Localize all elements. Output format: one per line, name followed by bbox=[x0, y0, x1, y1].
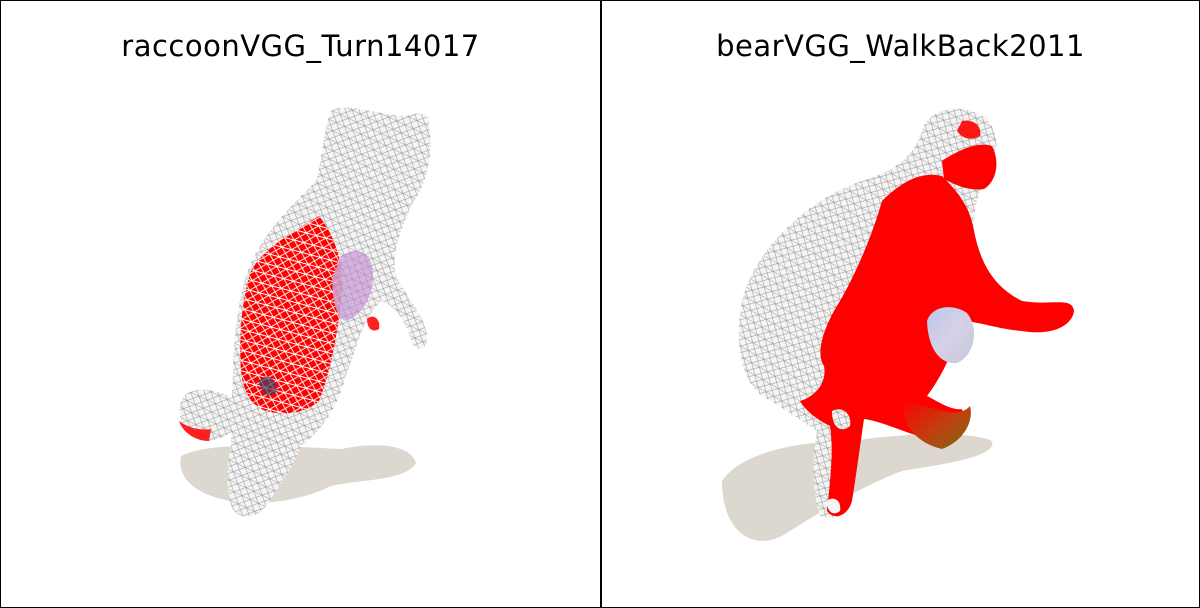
ground-shadow bbox=[722, 434, 993, 541]
panel-title: raccoonVGG_Turn14017 bbox=[121, 29, 480, 63]
ground-shadow bbox=[180, 445, 416, 503]
lifted-foot bbox=[902, 401, 971, 449]
bear-mesh-render bbox=[722, 108, 1074, 541]
raccoon-mesh-render bbox=[179, 107, 431, 517]
panel-bear: bearVGG_WalkBack2011 bbox=[600, 1, 1199, 607]
panel-title: bearVGG_WalkBack2011 bbox=[716, 29, 1085, 63]
panel-raccoon: raccoonVGG_Turn14017 bbox=[1, 1, 600, 607]
belly-patch bbox=[927, 307, 975, 364]
